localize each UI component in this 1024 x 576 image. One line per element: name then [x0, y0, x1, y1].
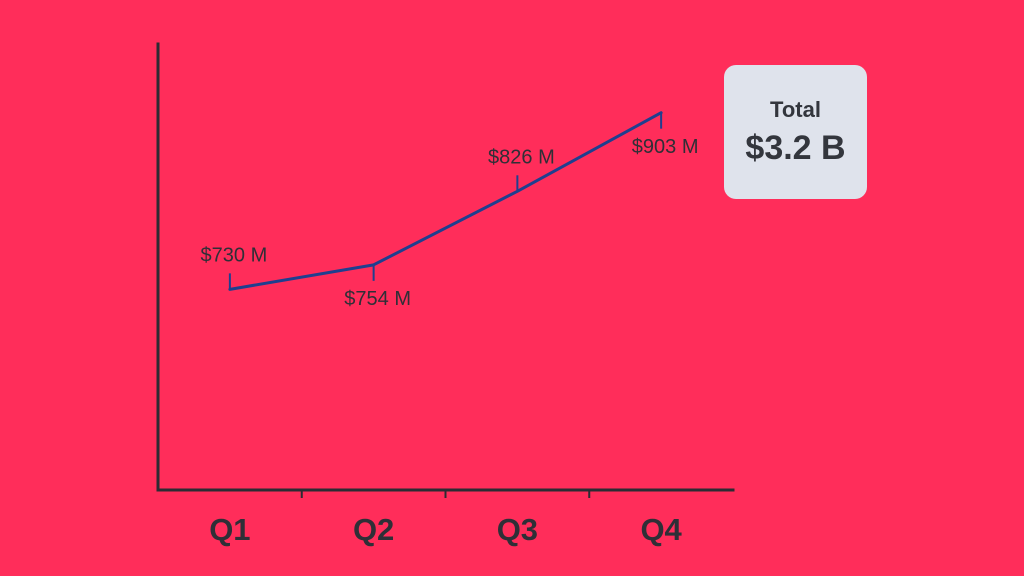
- data-label: $903 M: [632, 136, 699, 158]
- x-tick-label: Q2: [353, 512, 394, 547]
- revenue-line: [228, 111, 663, 291]
- total-summary-card: Total $3.2 B: [724, 65, 867, 199]
- x-tick-label: Q1: [209, 512, 250, 547]
- total-value: $3.2 B: [745, 129, 846, 167]
- data-label: $826 M: [488, 147, 555, 169]
- total-label: Total: [770, 97, 821, 122]
- x-tick-label: Q3: [497, 512, 538, 547]
- data-label: $754 M: [344, 288, 411, 310]
- data-label: $730 M: [201, 245, 268, 267]
- x-tick-label: Q4: [640, 512, 682, 547]
